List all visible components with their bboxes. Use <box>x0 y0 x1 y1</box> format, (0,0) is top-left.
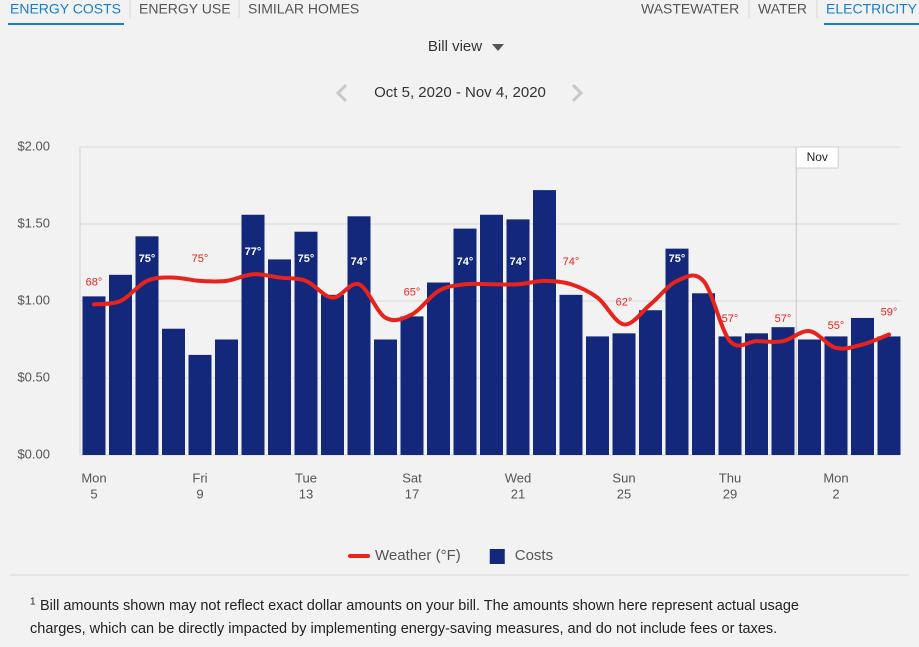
bar <box>771 327 795 455</box>
weather-label: 75° <box>192 253 209 265</box>
legend-label[interactable]: Weather (°F) <box>375 547 461 564</box>
weather-label: 77° <box>245 246 262 258</box>
bar <box>877 336 901 455</box>
x-weekday-label: Sat <box>402 470 422 485</box>
x-tick-label: 17 <box>405 486 419 501</box>
weather-label: 59° <box>881 306 898 318</box>
tab[interactable]: ENERGY USE <box>139 1 231 17</box>
x-weekday-label: Thu <box>719 470 741 485</box>
weather-label: 75° <box>298 253 315 265</box>
bar <box>135 236 159 455</box>
x-weekday-label: Mon <box>823 470 848 485</box>
bar <box>824 336 848 455</box>
bar <box>427 282 450 455</box>
x-tick-label: 5 <box>90 486 97 501</box>
y-tick-label: $0.00 <box>17 446 50 461</box>
x-weekday-label: Wed <box>505 470 532 485</box>
x-tick-label: 2 <box>832 486 839 501</box>
tab[interactable]: WASTEWATER <box>641 1 739 17</box>
bar <box>639 310 662 455</box>
view-selector[interactable]: Bill view <box>428 38 482 55</box>
weather-label: 74° <box>510 256 527 268</box>
x-tick-label: 9 <box>196 486 203 501</box>
bar <box>665 248 689 455</box>
x-tick-label: 25 <box>617 486 631 501</box>
y-tick-label: $0.50 <box>17 369 50 384</box>
footnote-line: Bill amounts shown may not reflect exact… <box>40 598 799 614</box>
bar <box>851 317 874 455</box>
weather-label: 75° <box>139 253 156 265</box>
bar <box>215 339 238 455</box>
x-tick-label: 13 <box>299 486 313 501</box>
bar <box>82 296 106 455</box>
x-weekday-label: Mon <box>81 470 106 485</box>
bar <box>109 274 132 455</box>
weather-label: 74° <box>563 256 580 268</box>
x-tick-label: 21 <box>511 486 525 501</box>
dropdown-caret[interactable] <box>492 44 504 51</box>
bar <box>612 333 636 455</box>
y-tick-label: $2.00 <box>17 138 50 153</box>
bar <box>718 336 742 455</box>
weather-label: 74° <box>351 256 368 268</box>
month-box <box>795 146 839 169</box>
bar <box>162 328 185 455</box>
weather-label: 57° <box>722 313 739 325</box>
tab[interactable]: ELECTRICITY <box>826 1 918 17</box>
legend-label[interactable]: Costs <box>515 547 553 564</box>
x-tick-label: 29 <box>723 486 737 501</box>
weather-line <box>92 272 891 351</box>
bar <box>533 190 556 455</box>
x-weekday-label: Fri <box>192 470 207 485</box>
bar <box>506 219 530 455</box>
y-tick-label: $1.00 <box>17 292 50 307</box>
footnote-marker: 1 <box>30 597 36 608</box>
weather-label: 68° <box>86 276 103 288</box>
prev-arrow[interactable] <box>335 83 348 103</box>
weather-label: 75° <box>669 253 686 265</box>
bar <box>268 259 291 455</box>
weather-label: 62° <box>616 296 633 308</box>
date-range: Oct 5, 2020 - Nov 4, 2020 <box>374 84 546 101</box>
weather-label: 57° <box>775 313 792 325</box>
legend-swatch <box>489 549 505 564</box>
tab[interactable]: ENERGY COSTS <box>10 1 121 17</box>
bar <box>294 231 318 455</box>
weather-label: 55° <box>828 320 845 332</box>
month-label: Nov <box>807 150 828 164</box>
weather-label: 74° <box>457 256 474 268</box>
bar <box>374 339 397 455</box>
next-arrow[interactable] <box>571 83 584 103</box>
bar <box>586 336 609 455</box>
bar <box>188 354 212 455</box>
bar <box>321 294 344 455</box>
bar <box>798 339 821 455</box>
x-weekday-label: Sun <box>612 470 635 485</box>
tab[interactable]: SIMILAR HOMES <box>248 1 359 17</box>
footnote-line: charges, which can be directly impacted … <box>30 621 777 637</box>
bar <box>347 216 371 455</box>
bar <box>692 293 715 455</box>
bar <box>559 294 583 455</box>
y-tick-label: $1.50 <box>17 215 50 230</box>
x-weekday-label: Tue <box>295 470 317 485</box>
bar <box>745 333 768 455</box>
weather-label: 65° <box>404 286 421 298</box>
bar <box>480 214 503 455</box>
bar <box>400 316 424 455</box>
tab[interactable]: WATER <box>758 1 807 17</box>
